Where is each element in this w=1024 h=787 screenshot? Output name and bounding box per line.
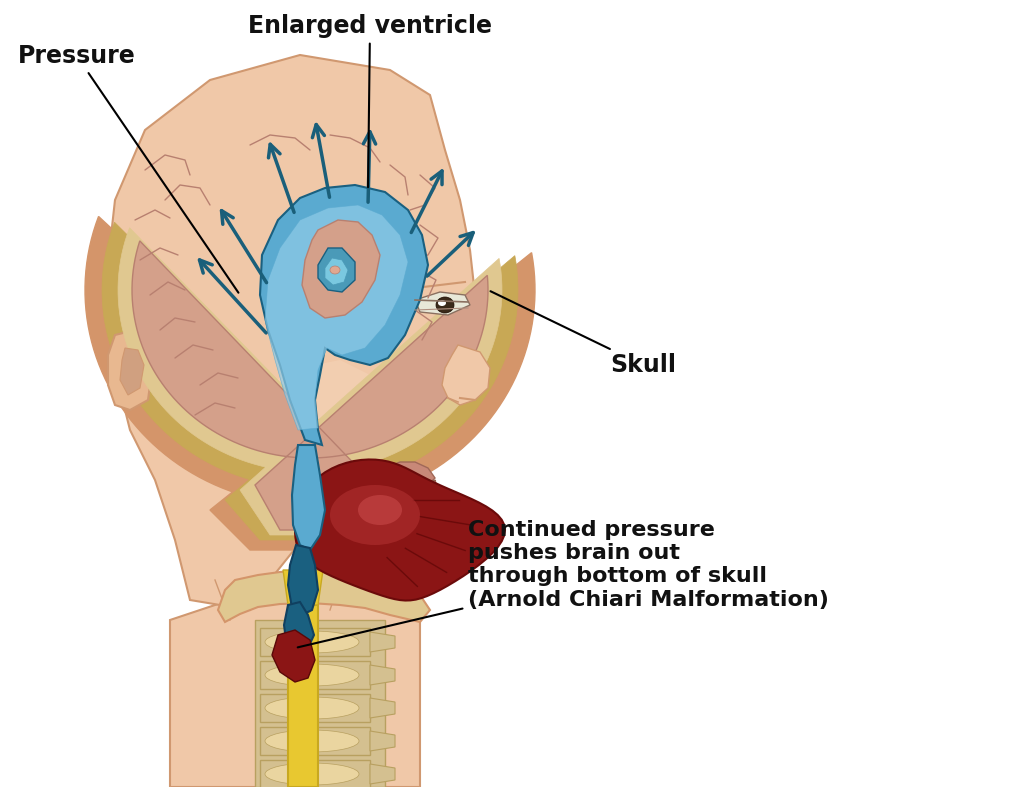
Polygon shape (170, 590, 420, 787)
Polygon shape (132, 241, 488, 530)
Polygon shape (288, 545, 318, 615)
Ellipse shape (265, 697, 359, 719)
Polygon shape (260, 628, 370, 656)
Polygon shape (370, 764, 395, 784)
Ellipse shape (436, 297, 454, 313)
Polygon shape (442, 345, 490, 405)
Polygon shape (255, 620, 385, 787)
Polygon shape (292, 445, 325, 550)
Polygon shape (295, 460, 505, 600)
Polygon shape (283, 570, 323, 605)
Polygon shape (260, 727, 370, 755)
Polygon shape (302, 220, 380, 318)
Text: Enlarged ventricle: Enlarged ventricle (248, 14, 492, 187)
Polygon shape (218, 570, 430, 622)
Ellipse shape (438, 300, 446, 306)
Polygon shape (325, 258, 348, 285)
Polygon shape (370, 731, 395, 751)
Ellipse shape (265, 631, 359, 653)
Ellipse shape (330, 485, 420, 545)
Ellipse shape (358, 495, 402, 525)
Text: Skull: Skull (490, 291, 676, 377)
Polygon shape (265, 205, 408, 430)
Ellipse shape (265, 763, 359, 785)
Polygon shape (120, 348, 144, 395)
Polygon shape (118, 227, 502, 535)
Ellipse shape (330, 266, 340, 274)
Polygon shape (260, 760, 370, 787)
Polygon shape (260, 661, 370, 689)
Polygon shape (415, 292, 470, 315)
Polygon shape (260, 694, 370, 722)
Polygon shape (260, 185, 428, 445)
Text: Continued pressure
pushes brain out
through bottom of skull
(Arnold Chiari Malfo: Continued pressure pushes brain out thro… (298, 520, 828, 648)
Text: Pressure: Pressure (18, 44, 239, 293)
Polygon shape (272, 630, 315, 682)
Polygon shape (288, 605, 318, 787)
Polygon shape (240, 360, 400, 520)
Ellipse shape (265, 664, 359, 686)
Polygon shape (365, 480, 440, 514)
Ellipse shape (265, 730, 359, 752)
Polygon shape (85, 216, 535, 550)
Polygon shape (102, 222, 518, 540)
Polygon shape (370, 632, 395, 652)
Polygon shape (370, 665, 395, 685)
Polygon shape (318, 248, 355, 292)
Polygon shape (105, 55, 490, 610)
Polygon shape (284, 602, 314, 650)
Polygon shape (108, 330, 152, 410)
Polygon shape (368, 462, 435, 488)
Polygon shape (370, 698, 395, 718)
